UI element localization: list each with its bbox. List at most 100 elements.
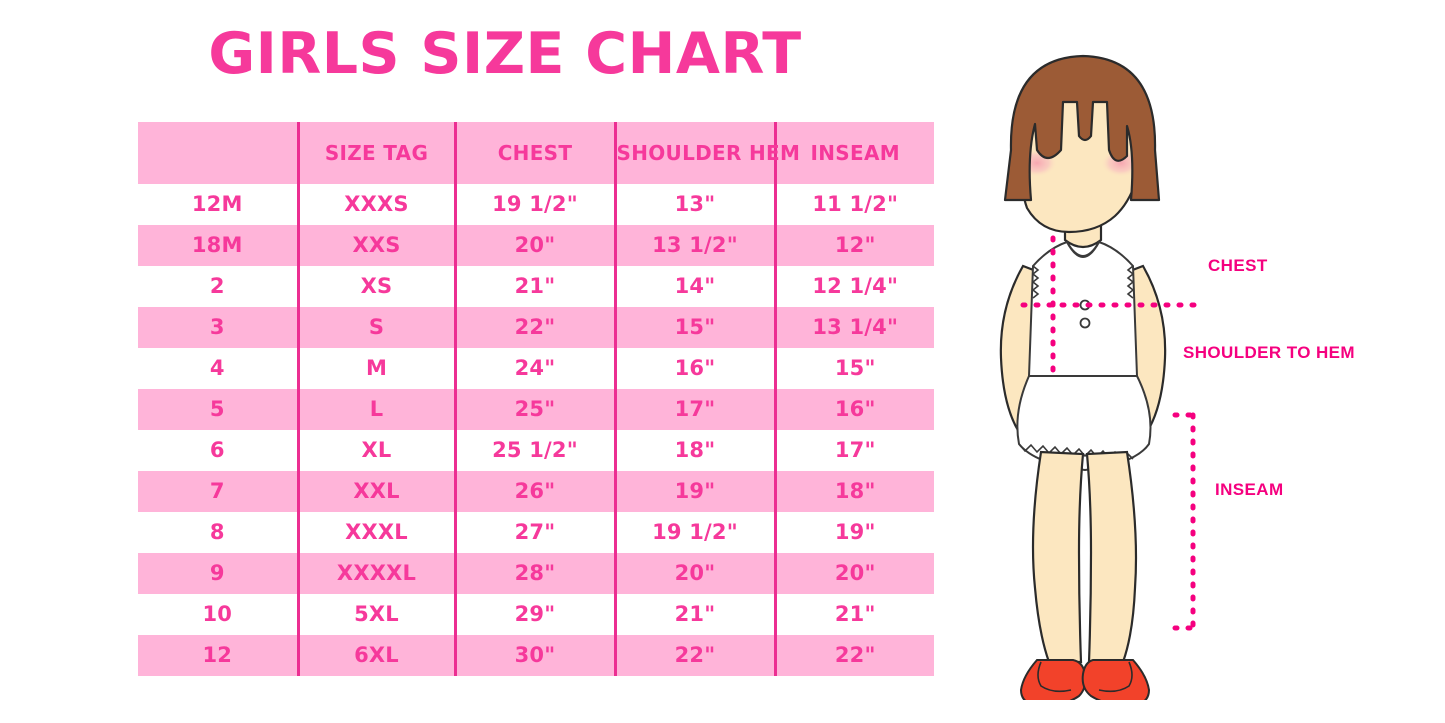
cell-size-tag: XXXL <box>296 512 455 553</box>
cell-inseam: 16" <box>773 389 934 430</box>
table-row: 2 XS 21" 14" 12 1/4" <box>138 266 934 307</box>
right-shoe-strap <box>1098 661 1133 693</box>
cell-size: 8 <box>138 512 298 553</box>
cell-size: 3 <box>138 307 298 348</box>
cell-chest: 30" <box>453 635 615 676</box>
cell-size: 10 <box>138 594 298 635</box>
cell-chest: 28" <box>453 553 615 594</box>
cell-inseam: 21" <box>773 594 934 635</box>
ruffle-right-shoulder <box>1126 265 1135 299</box>
table-row: 8 XXXL 27" 19 1/2" 19" <box>138 512 934 553</box>
cell-size-tag: M <box>296 348 455 389</box>
cell-chest: 26" <box>453 471 615 512</box>
cell-shoulder-hem: 22" <box>613 635 775 676</box>
girl-figure-illustration: CHEST SHOULDER TO HEM INSEAM <box>975 40 1445 708</box>
cell-size-tag: XXS <box>296 225 455 266</box>
table-row: 4 M 24" 16" 15" <box>138 348 934 389</box>
cell-size: 18M <box>138 225 298 266</box>
girl-figure-svg <box>999 54 1206 708</box>
cell-inseam: 17" <box>773 430 934 471</box>
left-shoe-strap <box>1037 661 1072 693</box>
column-header-size-tag: SIZE TAG <box>296 122 455 184</box>
table-row: 5 L 25" 17" 16" <box>138 389 934 430</box>
cell-inseam: 13 1/4" <box>773 307 934 348</box>
cell-size-tag: XL <box>296 430 455 471</box>
table-body: 12M XXXS 19 1/2" 13" 11 1/2" 18M XXS 20" 13 1/2"… <box>138 184 934 676</box>
size-chart-table: SIZE TAG CHEST SHOULDER HEM INSEAM 12M XX… <box>138 122 934 676</box>
cell-chest: 24" <box>453 348 615 389</box>
cell-size: 12M <box>138 184 298 225</box>
cell-size-tag: S <box>296 307 455 348</box>
cell-chest: 27" <box>453 512 615 553</box>
table-row: 10 5XL 29" 21" 21" <box>138 594 934 635</box>
hair-shape <box>1003 54 1161 202</box>
cell-inseam: 19" <box>773 512 934 553</box>
cell-inseam: 12" <box>773 225 934 266</box>
ruffle-left-shoulder <box>1031 265 1040 299</box>
cell-chest: 25 1/2" <box>453 430 615 471</box>
cell-size: 12 <box>138 635 298 676</box>
cell-shoulder-hem: 13 1/2" <box>613 225 775 266</box>
cell-size: 7 <box>138 471 298 512</box>
cell-shoulder-hem: 17" <box>613 389 775 430</box>
page-title: GIRLS SIZE CHART <box>208 21 802 87</box>
head-group <box>1003 54 1161 249</box>
cell-chest: 19 1/2" <box>453 184 615 225</box>
cell-shoulder-hem: 20" <box>613 553 775 594</box>
table-row: 12 6XL 30" 22" 22" <box>138 635 934 676</box>
shoulder-to-hem-label: SHOULDER TO HEM <box>1183 343 1355 362</box>
table-header-row: SIZE TAG CHEST SHOULDER HEM INSEAM <box>138 122 934 184</box>
measurement-guides <box>1020 235 1206 631</box>
cell-size-tag: XXXXL <box>296 553 455 594</box>
cell-size-tag: XXL <box>296 471 455 512</box>
button-lower <box>1079 317 1091 329</box>
left-leg <box>1031 450 1085 664</box>
column-header-inseam: INSEAM <box>773 122 934 184</box>
cell-inseam: 12 1/4" <box>773 266 934 307</box>
chest-label: CHEST <box>1208 256 1268 275</box>
table-row: 18M XXS 20" 13 1/2" 12" <box>138 225 934 266</box>
left-shoe <box>1019 659 1087 708</box>
table-header: SIZE TAG CHEST SHOULDER HEM INSEAM <box>138 122 934 184</box>
cell-shoulder-hem: 13" <box>613 184 775 225</box>
column-header-chest: CHEST <box>453 122 615 184</box>
cell-size: 4 <box>138 348 298 389</box>
cell-size: 9 <box>138 553 298 594</box>
cell-inseam: 18" <box>773 471 934 512</box>
cell-size: 6 <box>138 430 298 471</box>
cell-shoulder-hem: 19" <box>613 471 775 512</box>
cell-shoulder-hem: 18" <box>613 430 775 471</box>
neckline <box>1066 241 1100 258</box>
cell-shoulder-hem: 16" <box>613 348 775 389</box>
cell-inseam: 11 1/2" <box>773 184 934 225</box>
table-row: 6 XL 25 1/2" 18" 17" <box>138 430 934 471</box>
right-shoe <box>1081 659 1151 708</box>
cell-chest: 25" <box>453 389 615 430</box>
cell-shoulder-hem: 21" <box>613 594 775 635</box>
cell-size-tag: 5XL <box>296 594 455 635</box>
table-row: 12M XXXS 19 1/2" 13" 11 1/2" <box>138 184 934 225</box>
table-row: 3 S 22" 15" 13 1/4" <box>138 307 934 348</box>
table-row: 9 XXXXL 28" 20" 20" <box>138 553 934 594</box>
cell-chest: 20" <box>453 225 615 266</box>
cell-inseam: 20" <box>773 553 934 594</box>
cell-inseam: 22" <box>773 635 934 676</box>
cell-size: 5 <box>138 389 298 430</box>
table-row: 7 XXL 26" 19" 18" <box>138 471 934 512</box>
column-header-shoulder-hem: SHOULDER HEM <box>613 122 800 184</box>
cell-size-tag: XXXS <box>296 184 455 225</box>
cell-size-tag: L <box>296 389 455 430</box>
column-header-size <box>138 122 298 184</box>
inseam-label: INSEAM <box>1215 480 1284 499</box>
cell-shoulder-hem: 19 1/2" <box>613 512 775 553</box>
cell-size: 2 <box>138 266 298 307</box>
cell-shoulder-hem: 14" <box>613 266 775 307</box>
legs-group <box>1019 450 1151 708</box>
right-leg <box>1085 450 1138 664</box>
cell-chest: 22" <box>453 307 615 348</box>
cell-inseam: 15" <box>773 348 934 389</box>
cell-chest: 21" <box>453 266 615 307</box>
cell-chest: 29" <box>453 594 615 635</box>
skirt-bloomers <box>1016 375 1152 472</box>
